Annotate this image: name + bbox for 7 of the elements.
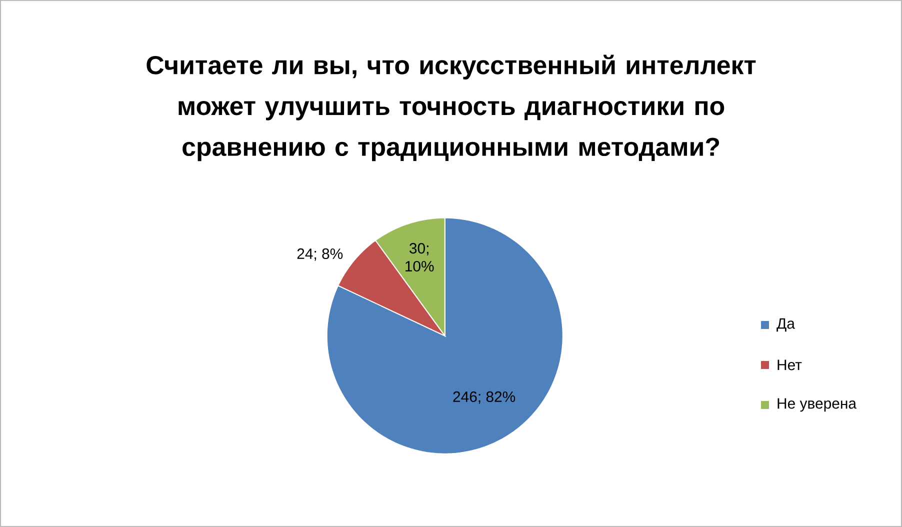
chart-title: Считаете ли вы, что искусственный интеллект может улучшить точность диагностики по сравнению с традиционными методами? xyxy=(146,54,756,162)
data-label: 246; 82% xyxy=(453,391,516,404)
legend-label: Нет xyxy=(778,360,802,370)
legend-label: Не уверена xyxy=(778,398,857,412)
data-label: 30; 10% xyxy=(406,243,434,272)
legend-label: Да xyxy=(776,318,795,332)
data-label: 24; 8% xyxy=(297,248,343,261)
